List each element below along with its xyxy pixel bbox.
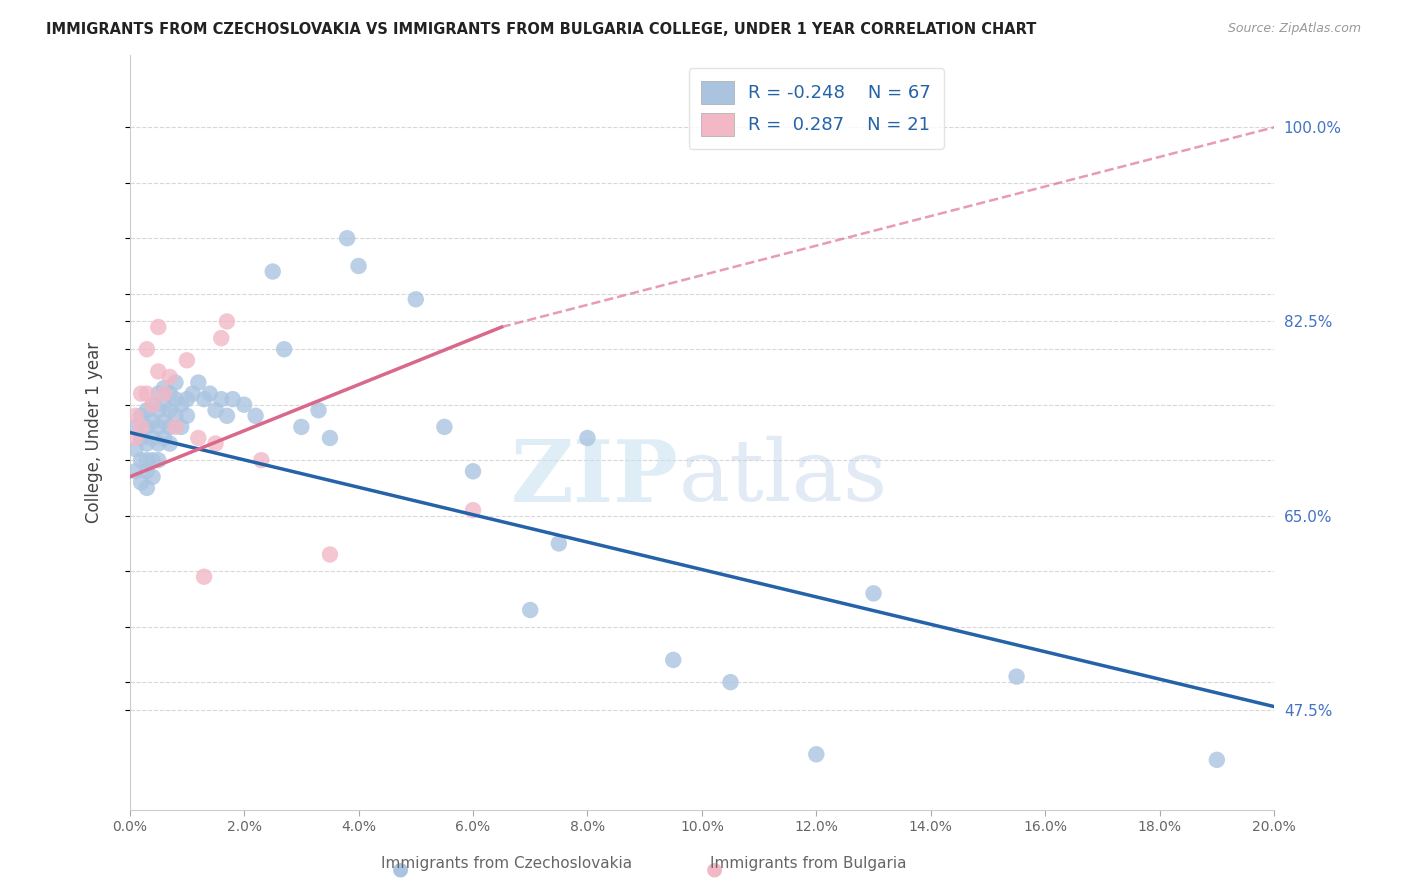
Point (193, 392, 215, 406)
Text: ZIP: ZIP (512, 435, 679, 520)
Point (142, 414, 165, 428)
Point (215, 409, 238, 423)
Text: IMMIGRANTS FROM CZECHOSLOVAKIA VS IMMIGRANTS FROM BULGARIA COLLEGE, UNDER 1 YEAR: IMMIGRANTS FROM CZECHOSLOVAKIA VS IMMIGR… (46, 22, 1036, 37)
Point (433, 420, 456, 434)
Point (662, 653, 685, 667)
Point (148, 386, 170, 401)
Point (159, 386, 181, 401)
Point (142, 398, 165, 412)
Point (1205, 753, 1227, 767)
Point (129, 431, 152, 445)
Point (135, 481, 157, 495)
Point (176, 409, 198, 423)
Point (124, 409, 146, 423)
Point (176, 392, 198, 406)
Point (181, 386, 204, 401)
Point (165, 376, 187, 390)
Point (233, 398, 256, 412)
Point (273, 343, 295, 357)
Point (336, 231, 359, 245)
Point (1005, 670, 1028, 684)
Point (165, 409, 187, 423)
Point (159, 370, 181, 384)
Point (290, 420, 312, 434)
Point (461, 503, 484, 517)
Point (135, 386, 157, 401)
Point (153, 398, 176, 412)
Point (720, 675, 742, 690)
Point (142, 470, 165, 484)
Point (198, 386, 221, 401)
Point (135, 453, 157, 467)
Point (209, 392, 232, 406)
Point (153, 386, 176, 401)
Point (193, 570, 215, 584)
Point (148, 436, 170, 450)
Point (159, 403, 181, 417)
Point (204, 403, 226, 417)
Point (170, 420, 193, 434)
Point (165, 420, 187, 434)
Point (148, 420, 170, 434)
Point (187, 431, 209, 445)
Point (159, 420, 181, 434)
Point (862, 586, 884, 600)
Point (135, 403, 157, 417)
Point (153, 381, 176, 395)
Point (142, 431, 165, 445)
Point (204, 436, 226, 450)
Point (148, 364, 170, 378)
Point (135, 343, 157, 357)
Point (153, 414, 176, 428)
Point (124, 464, 146, 478)
Point (170, 398, 193, 412)
Text: ●: ● (706, 859, 723, 879)
Point (576, 431, 599, 445)
Point (519, 603, 541, 617)
Point (129, 453, 152, 467)
Point (148, 403, 170, 417)
Point (129, 386, 152, 401)
Point (245, 409, 267, 423)
Text: Immigrants from Czechoslovakia: Immigrants from Czechoslovakia (381, 856, 631, 871)
Point (148, 320, 170, 334)
Text: atlas: atlas (679, 436, 889, 519)
Point (142, 398, 165, 412)
Legend: R = -0.248    N = 67, R =  0.287    N = 21: R = -0.248 N = 67, R = 0.287 N = 21 (689, 68, 943, 149)
Text: Immigrants from Bulgaria: Immigrants from Bulgaria (710, 856, 907, 871)
Point (547, 536, 569, 550)
Point (153, 431, 176, 445)
Point (129, 409, 152, 423)
Point (135, 420, 157, 434)
Point (159, 436, 181, 450)
Point (806, 747, 828, 762)
Point (176, 353, 198, 368)
Point (129, 475, 152, 490)
Point (308, 403, 330, 417)
Point (124, 420, 146, 434)
Point (262, 264, 284, 278)
Point (135, 436, 157, 450)
Point (165, 392, 187, 406)
Point (129, 420, 152, 434)
Point (405, 293, 427, 307)
Point (124, 442, 146, 456)
Point (347, 259, 370, 273)
Point (221, 392, 243, 406)
Point (319, 431, 342, 445)
Text: ●: ● (392, 859, 409, 879)
Point (250, 453, 273, 467)
Y-axis label: College, Under 1 year: College, Under 1 year (86, 342, 103, 523)
Point (135, 464, 157, 478)
Point (148, 453, 170, 467)
Point (142, 453, 165, 467)
Text: Source: ZipAtlas.com: Source: ZipAtlas.com (1227, 22, 1361, 36)
Point (187, 376, 209, 390)
Point (215, 314, 238, 328)
Point (461, 464, 484, 478)
Point (209, 331, 232, 345)
Point (319, 548, 342, 562)
Point (124, 431, 146, 445)
